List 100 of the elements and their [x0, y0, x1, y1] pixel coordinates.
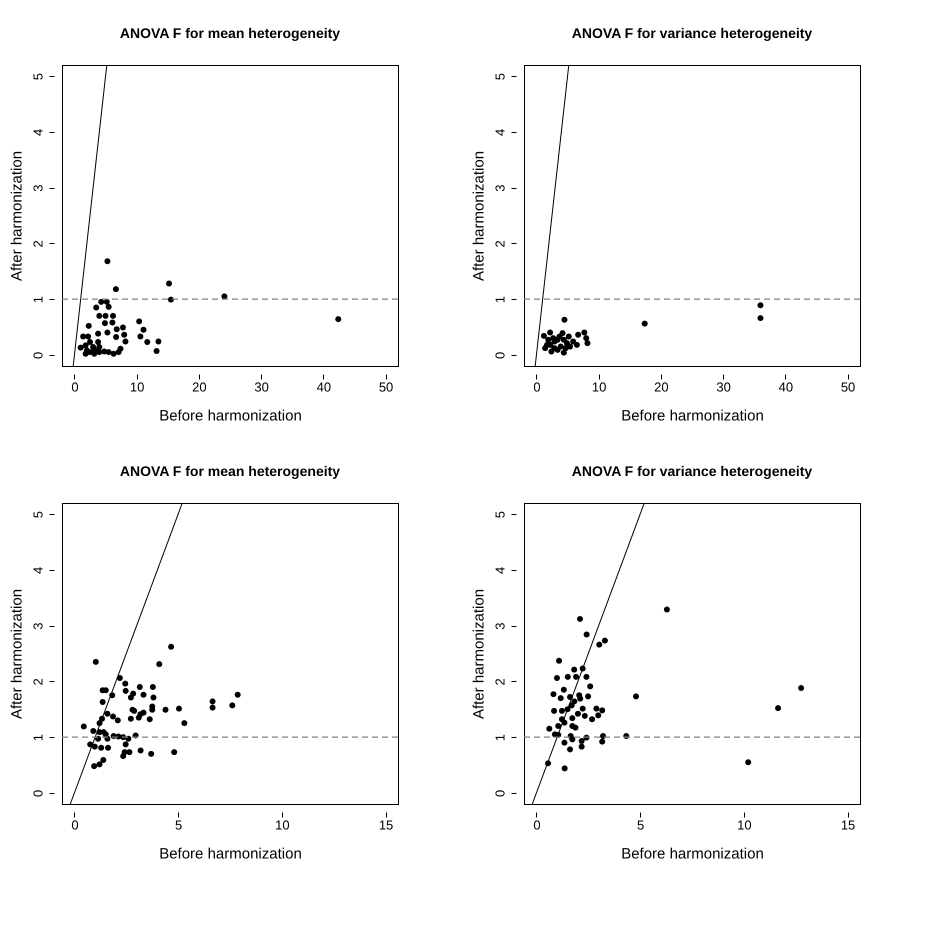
point	[575, 332, 582, 338]
x-axis-title: Before harmonization	[159, 846, 302, 862]
point	[96, 312, 102, 319]
x-tick-label: 20	[654, 380, 669, 394]
point	[104, 258, 110, 264]
x-tick-label: 0	[71, 380, 79, 394]
x-tick-label: 15	[378, 818, 394, 832]
point	[112, 286, 119, 292]
point	[551, 708, 558, 714]
point	[136, 318, 142, 324]
point	[757, 315, 764, 322]
point	[745, 759, 752, 766]
point	[585, 693, 592, 700]
point	[560, 686, 567, 693]
y-tick-label: 0	[492, 352, 508, 359]
point	[550, 335, 556, 342]
point	[555, 722, 562, 729]
y-tick-label: 0	[30, 790, 46, 797]
point	[551, 345, 558, 352]
y-axis-title: After harmonization	[8, 588, 26, 720]
point	[93, 304, 100, 310]
x-tick-label: 0	[71, 818, 79, 832]
point	[106, 304, 112, 310]
point	[86, 322, 92, 329]
point	[137, 333, 144, 340]
point	[664, 606, 670, 612]
point	[599, 738, 606, 745]
x-axis-title: Before harmonization	[621, 408, 764, 424]
point	[642, 320, 648, 327]
point	[577, 696, 584, 702]
y-tick-label: 4	[492, 128, 508, 136]
y-tick-label: 3	[492, 622, 508, 630]
y-tick-label: 1	[492, 734, 508, 742]
point	[572, 724, 578, 731]
chart-title: ANOVA F for mean heterogeneity	[120, 463, 340, 479]
x-tick-label: 0	[533, 380, 541, 394]
point	[556, 658, 562, 664]
x-tick-label: 40	[316, 380, 332, 394]
point	[583, 335, 590, 342]
point	[574, 342, 580, 348]
x-tick-label: 10	[592, 380, 606, 394]
y-tick-label: 3	[492, 184, 508, 192]
y-tick-label: 4	[30, 566, 46, 574]
x-tick-label: 5	[175, 818, 182, 832]
point	[104, 330, 110, 336]
point	[596, 642, 602, 648]
point	[87, 339, 93, 346]
point	[569, 715, 576, 722]
point	[120, 324, 126, 331]
point	[550, 691, 556, 698]
y-tick-label: 0	[492, 790, 508, 797]
point	[554, 675, 560, 682]
point	[540, 332, 547, 339]
point	[561, 316, 568, 323]
y-tick-label: 1	[30, 734, 46, 742]
point	[578, 738, 585, 744]
point	[558, 343, 564, 350]
point	[584, 340, 590, 346]
point	[573, 674, 580, 680]
point	[582, 712, 588, 719]
point	[546, 726, 552, 732]
chart-title: ANOVA F for variance heterogeneity	[572, 463, 812, 479]
point	[96, 344, 102, 350]
x-tick-label: 40	[778, 380, 794, 394]
point	[117, 346, 124, 352]
point	[155, 338, 162, 344]
point	[98, 298, 104, 305]
point	[144, 339, 150, 346]
point	[602, 638, 608, 644]
point	[110, 312, 116, 319]
point	[113, 334, 120, 340]
y-tick-label: 1	[30, 296, 46, 304]
point	[140, 326, 147, 333]
point	[154, 348, 160, 354]
y-tick-label: 2	[30, 678, 46, 686]
x-tick-label: 50	[840, 380, 856, 394]
y-tick-label: 2	[492, 678, 508, 686]
point	[562, 345, 569, 352]
point	[95, 339, 102, 346]
y-axis-title: After harmonization	[470, 588, 488, 720]
point	[583, 674, 590, 680]
point	[335, 316, 342, 322]
point	[757, 302, 764, 308]
point	[633, 693, 639, 700]
y-axis-title: After harmonization	[470, 150, 488, 282]
chart-title: ANOVA F for variance heterogeneity	[572, 25, 812, 41]
point	[558, 708, 565, 714]
y-axis-title: After harmonization	[8, 150, 26, 282]
y-tick-label: 4	[492, 566, 508, 574]
y-tick-label: 5	[30, 73, 46, 80]
x-tick-label: 0	[533, 818, 541, 832]
point	[121, 332, 128, 338]
point	[775, 705, 782, 712]
x-axis-title: Before harmonization	[621, 846, 764, 862]
y-tick-label: 5	[30, 511, 46, 518]
point	[574, 710, 581, 717]
point	[587, 683, 594, 690]
y-tick-label: 4	[30, 128, 46, 136]
point	[561, 740, 568, 746]
x-tick-label: 10	[130, 380, 144, 394]
